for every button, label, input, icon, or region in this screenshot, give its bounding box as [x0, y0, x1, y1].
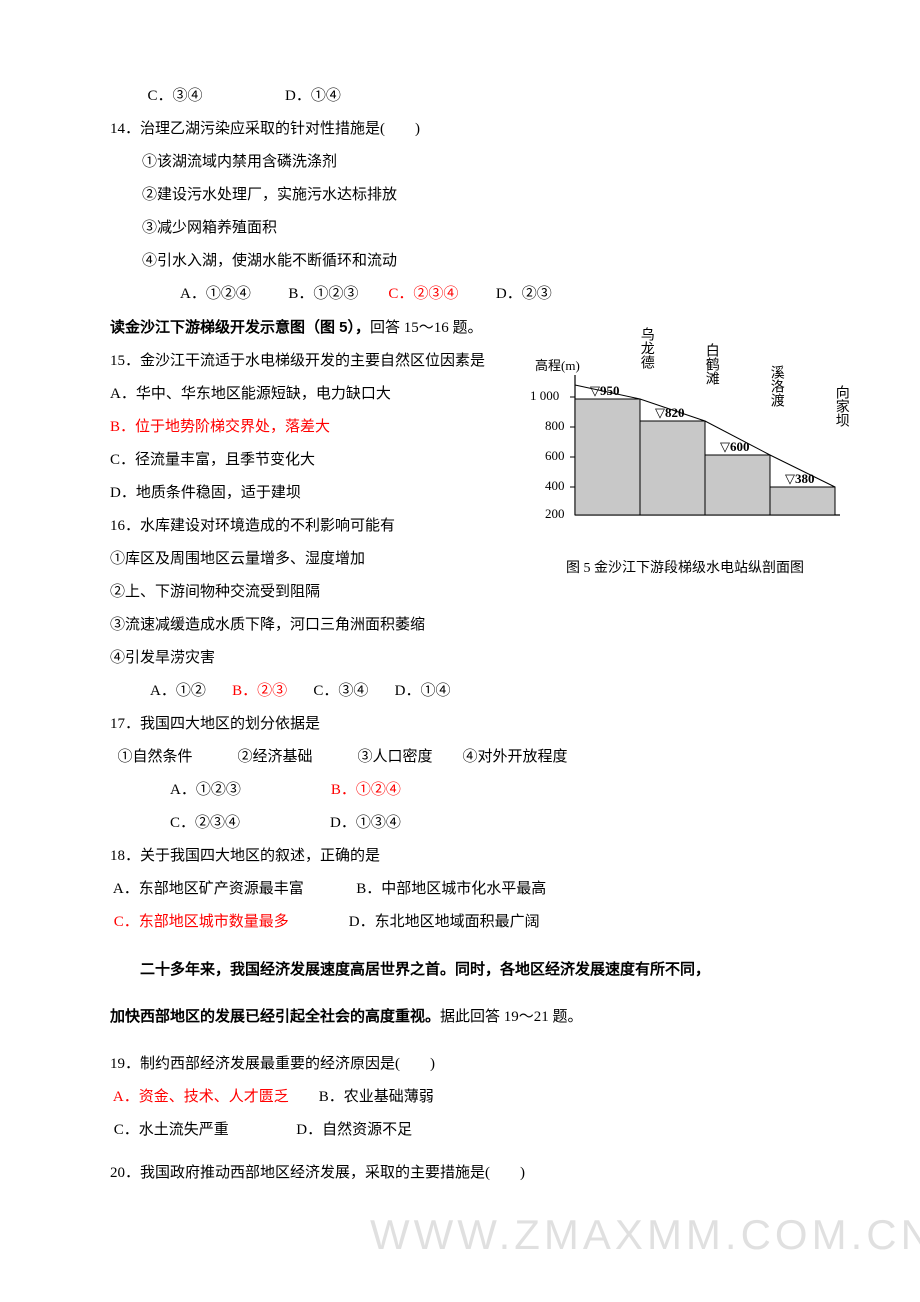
- svg-text:▽950: ▽950: [590, 383, 620, 398]
- lead-19b-bold: 加快西部地区的发展已经引起全社会的高度重视。: [110, 1008, 440, 1025]
- svg-text:600: 600: [545, 448, 565, 463]
- lead-15-bold: 读金沙江下游梯级开发示意图（图 5），: [110, 319, 370, 336]
- lead-19b-tail: 据此回答 19～21 题。: [440, 1009, 583, 1025]
- dam-1: 乌龙德: [630, 327, 661, 369]
- dam-2: 白鹤滩: [695, 343, 726, 385]
- watermark: WWW.ZMAXMM.COM.CN: [370, 1189, 920, 1281]
- q13-opts: C．③④ D．①④: [110, 80, 830, 113]
- svg-text:▽380: ▽380: [785, 471, 815, 486]
- svg-text:1 000: 1 000: [530, 388, 559, 403]
- q14-s4: ④引水入湖，使湖水能不断循环和流动: [142, 245, 830, 278]
- q16-c: C．③④: [313, 683, 368, 699]
- svg-text:高程(m): 高程(m): [535, 358, 580, 373]
- q17-s: ①自然条件 ②经济基础 ③人口密度 ④对外开放程度: [110, 741, 830, 774]
- lead-19a: 二十多年来，我国经济发展速度高居世界之首。同时，各地区经济发展速度有所不同，: [110, 953, 830, 986]
- q16-d: D．①④: [395, 683, 451, 699]
- q14-c: C．②③④: [388, 286, 458, 302]
- q18-ab: A．东部地区矿产资源最丰富 B．中部地区城市化水平最高: [110, 873, 830, 906]
- q18-c: C．东部地区城市数量最多: [110, 914, 289, 930]
- q17-ab: A．①②③ B．①②④: [170, 774, 830, 807]
- q18-stem: 18．关于我国四大地区的叙述，正确的是: [110, 840, 830, 873]
- figure-caption: 图 5 金沙江下游段梯级水电站纵剖面图: [520, 554, 850, 585]
- svg-text:▽820: ▽820: [655, 405, 685, 420]
- lead-15-tail: 回答 15～16 题。: [370, 320, 483, 336]
- q14-d: D．②③: [496, 286, 552, 302]
- q19-cd: C．水土流失严重 D．自然资源不足: [110, 1114, 830, 1147]
- q17-a: A．①②③: [170, 782, 241, 798]
- q14-s1: ①该湖流域内禁用含磷洗涤剂: [142, 146, 830, 179]
- q16-b: B．②③: [232, 683, 287, 699]
- q14-a: A．①②④: [180, 286, 251, 302]
- figure-svg: 高程(m) 1 000 800 600 400 200 ▽950 ▽820 ▽6…: [520, 355, 850, 535]
- lead-15: 读金沙江下游梯级开发示意图（图 5），回答 15～16 题。: [110, 311, 830, 345]
- q14-s2: ②建设污水处理厂，实施污水达标排放: [142, 179, 830, 212]
- q17-c: C．②③④: [170, 815, 240, 831]
- svg-text:▽600: ▽600: [720, 439, 750, 454]
- q18-a: A．东部地区矿产资源最丰富: [110, 881, 304, 897]
- q17-stem: 17．我国四大地区的划分依据是: [110, 708, 830, 741]
- q19-c: C．水土流失严重: [110, 1122, 229, 1138]
- q14-stem: 14．治理乙湖污染应采取的针对性措施是( ): [110, 113, 830, 146]
- svg-text:400: 400: [545, 478, 565, 493]
- svg-text:800: 800: [545, 418, 565, 433]
- q17-d: D．①③④: [330, 815, 401, 831]
- q17-cd: C．②③④ D．①③④: [170, 807, 830, 840]
- q14-b: B．①②③: [288, 286, 358, 302]
- q16-s4: ④引发旱涝灾害: [110, 642, 830, 675]
- q17-b: B．①②④: [331, 782, 401, 798]
- q13-c: C．③④: [148, 88, 203, 104]
- q19-b: B．农业基础薄弱: [319, 1089, 434, 1105]
- q13-d: D．①④: [285, 88, 341, 104]
- dam-3: 溪洛渡: [760, 365, 791, 407]
- q18-cd: C．东部地区城市数量最多 D．东北地区地域面积最广阔: [110, 906, 830, 939]
- q18-b: B．中部地区城市化水平最高: [356, 881, 546, 897]
- q18-d: D．东北地区地域面积最广阔: [349, 914, 540, 930]
- figure-5: 高程(m) 1 000 800 600 400 200 ▽950 ▽820 ▽6…: [520, 355, 850, 585]
- q19-d: D．自然资源不足: [296, 1122, 412, 1138]
- q19-stem: 19．制约西部经济发展最重要的经济原因是( ): [110, 1048, 830, 1081]
- q19-ab: A．资金、技术、人才匮乏 B．农业基础薄弱: [110, 1081, 830, 1114]
- q20-stem: 20．我国政府推动西部地区经济发展，采取的主要措施是( ): [110, 1157, 830, 1190]
- svg-text:200: 200: [545, 506, 565, 521]
- q16-opts: A．①② B．②③ C．③④ D．①④: [150, 675, 830, 708]
- lead-19b: 加快西部地区的发展已经引起全社会的高度重视。据此回答 19～21 题。: [110, 1000, 830, 1034]
- q14-s3: ③减少网箱养殖面积: [142, 212, 830, 245]
- dam-4: 向家坝: [825, 385, 856, 427]
- q16-a: A．①②: [150, 683, 206, 699]
- q16-s3: ③流速减缓造成水质下降，河口三角洲面积萎缩: [110, 609, 830, 642]
- q19-a: A．资金、技术、人才匮乏: [110, 1089, 289, 1105]
- q14-opts: A．①②④ B．①②③ C．②③④ D．②③: [180, 278, 830, 311]
